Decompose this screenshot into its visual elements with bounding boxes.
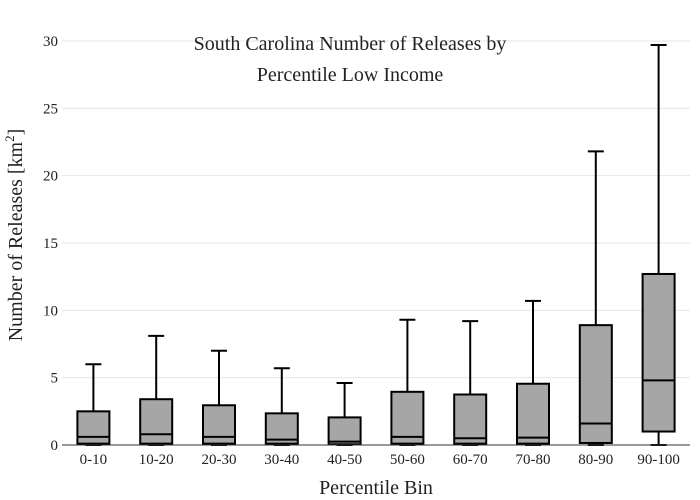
y-tick-label-20: 20	[43, 169, 58, 185]
box-60-70	[453, 320, 488, 446]
iqr-box	[390, 390, 425, 445]
y-axis-title-close: ]	[5, 129, 27, 136]
box-40-50	[327, 382, 362, 446]
box-0-10	[76, 363, 111, 446]
x-tick-label-30-40: 30-40	[264, 452, 299, 468]
x-tick-label-40-50: 40-50	[327, 452, 362, 468]
y-axis-title-main: Number of Releases [km	[5, 141, 27, 341]
x-tick-label-0-10: 0-10	[80, 452, 108, 468]
box-layer	[76, 44, 676, 446]
y-tick-label-10: 10	[43, 303, 58, 319]
x-tick-label-60-70: 60-70	[453, 452, 488, 468]
y-tick-label-30: 30	[43, 34, 58, 50]
iqr-box	[264, 412, 299, 445]
y-tick-label-25: 25	[43, 101, 58, 117]
x-tick-labels: 0-10 10-20 20-30 30-40 40-50 50-60 60-70 70-80 8…	[80, 452, 680, 468]
iqr-box	[327, 416, 362, 446]
box-80-90	[578, 150, 613, 446]
x-tick-label-20-30: 20-30	[202, 452, 237, 468]
x-tick-label-90-100: 90-100	[637, 452, 680, 468]
y-axis-title: Number of Releases [km2]	[2, 129, 27, 342]
box-90-100	[641, 44, 676, 446]
y-tick-label-15: 15	[43, 236, 58, 252]
x-axis-title: Percentile Bin	[319, 477, 433, 499]
chart-title-line-2: Percentile Low Income	[257, 64, 444, 86]
iqr-box	[453, 393, 488, 445]
box-30-40	[264, 367, 299, 446]
box-70-80	[516, 299, 550, 446]
y-tick-label-0: 0	[51, 438, 59, 454]
x-tick-label-10-20: 10-20	[139, 452, 174, 468]
x-tick-label-70-80: 70-80	[516, 452, 551, 468]
box-50-60	[390, 318, 425, 446]
iqr-box	[76, 410, 111, 445]
y-tick-label-5: 5	[51, 371, 59, 387]
box-20-30	[202, 349, 236, 446]
iqr-box	[139, 398, 174, 445]
x-tick-label-80-90: 80-90	[578, 452, 613, 468]
iqr-box	[516, 382, 550, 445]
iqr-box	[641, 272, 676, 433]
y-axis-title-superscript: 2	[2, 135, 17, 142]
y-tick-labels: 0 5 10 15 20 25 30	[43, 34, 58, 454]
x-tick-label-50-60: 50-60	[390, 452, 425, 468]
chart-title-line-1: South Carolina Number of Releases by	[194, 33, 507, 55]
box-10-20	[139, 334, 174, 446]
iqr-box	[578, 324, 613, 444]
